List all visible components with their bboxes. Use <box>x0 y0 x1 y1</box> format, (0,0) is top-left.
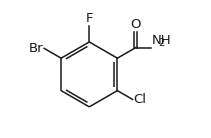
Text: Cl: Cl <box>134 93 147 106</box>
Text: 2: 2 <box>159 38 165 48</box>
Text: NH: NH <box>152 34 171 47</box>
Text: Br: Br <box>28 42 43 55</box>
Text: O: O <box>130 18 141 31</box>
Text: F: F <box>85 12 93 25</box>
